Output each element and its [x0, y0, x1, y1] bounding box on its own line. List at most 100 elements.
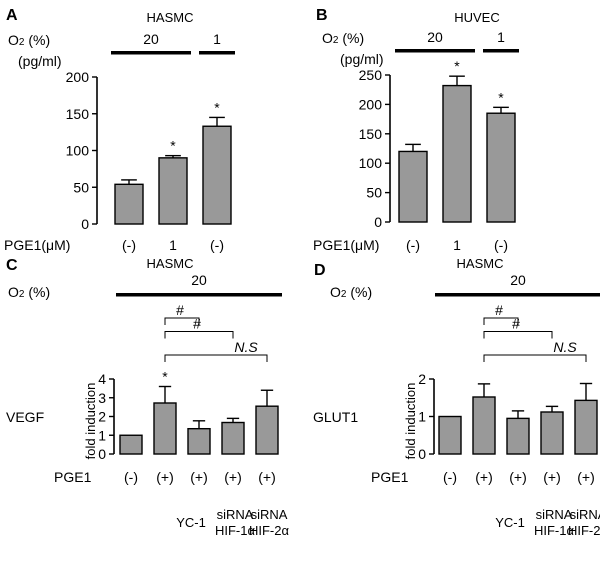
bar	[202, 125, 232, 225]
treatment-label: YC-1	[176, 515, 206, 530]
category-label: (-)	[124, 469, 138, 485]
y-tick-label: 0	[418, 446, 426, 462]
y-tick-label: 100	[359, 155, 383, 171]
o2-condition-label: 20	[191, 272, 207, 288]
bar	[442, 84, 472, 223]
x-axis-label: PGE1	[54, 469, 92, 485]
o2-condition-bar	[483, 49, 519, 53]
comparison-label: N.S	[553, 339, 577, 355]
panel-letter: C	[6, 257, 18, 274]
o2-condition-bar	[435, 293, 600, 297]
category-label: 1	[453, 237, 461, 253]
panel-letter: D	[314, 262, 326, 279]
o2-condition-bar	[111, 51, 191, 55]
bar	[486, 112, 516, 223]
panel-title: HASMC	[457, 256, 504, 271]
comparison-label: #	[193, 316, 201, 332]
o2-condition-label: 20	[510, 272, 526, 288]
o2-condition-label: 1	[213, 31, 221, 47]
y-tick-label: 1	[98, 427, 106, 443]
bar	[506, 417, 530, 455]
category-label: (-)	[494, 237, 508, 253]
category-label: (-)	[443, 469, 457, 485]
y-axis-label: (pg/ml)	[340, 51, 384, 67]
category-label: (+)	[156, 469, 174, 485]
panel-title: HASMC	[147, 10, 194, 25]
o2-condition-bar	[395, 49, 475, 53]
y-axis-label: (pg/ml)	[18, 53, 62, 69]
category-label: (+)	[509, 469, 527, 485]
significance-star: *	[170, 138, 176, 154]
treatment-label: HIF-2α	[568, 523, 600, 538]
panel-b: B HUVEC O2 (%) 20 1 (pg/ml) 0 50 100 150 200 250 (-)…	[313, 7, 519, 253]
y-tick-label: 1	[418, 409, 426, 425]
comparison-bracket	[164, 317, 200, 325]
row-label: VEGF	[6, 409, 44, 425]
o2-condition-label: 20	[427, 29, 443, 45]
bar	[119, 434, 143, 455]
significance-star: *	[214, 99, 220, 115]
comparison-bracket	[164, 354, 268, 362]
x-axis-label: PGE1(μM)	[313, 237, 379, 253]
y-tick-label: 150	[359, 126, 383, 142]
category-label: 1	[169, 237, 177, 253]
treatment-label: YC-1	[495, 515, 525, 530]
o2-condition-label: 20	[143, 31, 159, 47]
y-tick-label: 200	[66, 69, 90, 85]
y-tick-label: 2	[418, 371, 426, 387]
y-tick-label: 200	[359, 96, 383, 112]
comparison-label: #	[176, 302, 184, 318]
comparison-label: #	[512, 316, 520, 332]
treatment-label: siRNA	[570, 507, 600, 522]
y-tick-label: 50	[73, 179, 89, 195]
panel-c: C HASMC O2 (%) 20 fold induction VEGF 0 1 2 3 4 (-)…	[6, 256, 289, 538]
y-axis-label: fold induction	[83, 383, 98, 460]
comparison-bracket	[164, 331, 234, 339]
category-label: (+)	[258, 469, 276, 485]
treatment-label: siRNA	[536, 507, 573, 522]
y-tick-label: 0	[98, 446, 106, 462]
category-label: (-)	[210, 237, 224, 253]
o2-label: O2 (%)	[330, 284, 372, 300]
y-tick-label: 4	[98, 371, 106, 387]
y-tick-label: 0	[81, 216, 89, 232]
category-label: (+)	[543, 469, 561, 485]
y-tick-label: 150	[66, 106, 90, 122]
category-label: (+)	[475, 469, 493, 485]
o2-label: O2 (%)	[8, 284, 50, 300]
bar	[221, 421, 245, 455]
bar	[438, 415, 462, 455]
category-label: (-)	[406, 237, 420, 253]
panel-letter: A	[6, 7, 18, 24]
y-tick-label: 2	[98, 409, 106, 425]
comparison-bracket	[483, 331, 553, 339]
y-tick-label: 3	[98, 390, 106, 406]
row-label: GLUT1	[313, 409, 358, 425]
comparison-label: #	[495, 302, 503, 318]
bar	[540, 411, 564, 455]
comparison-label: N.S	[234, 339, 258, 355]
y-tick-label: 100	[66, 143, 90, 159]
x-axis-label: PGE1	[371, 469, 409, 485]
o2-condition-bar	[199, 51, 235, 55]
significance-star: *	[162, 369, 168, 385]
category-label: (+)	[577, 469, 595, 485]
bar	[472, 396, 496, 455]
bar	[187, 427, 211, 455]
o2-label: O2 (%)	[322, 30, 364, 46]
y-axis-label: fold induction	[403, 383, 418, 460]
bar	[153, 402, 177, 455]
comparison-bracket	[483, 354, 587, 362]
x-axis-label: PGE1(μM)	[4, 237, 70, 253]
treatment-label: HIF-1α	[534, 523, 575, 538]
bar	[398, 150, 428, 223]
y-tick-label: 0	[374, 214, 382, 230]
category-label: (-)	[122, 237, 136, 253]
bar	[114, 183, 144, 225]
treatment-label: siRNA	[251, 507, 288, 522]
significance-star: *	[498, 89, 504, 105]
panel-title: HUVEC	[454, 10, 500, 25]
category-label: (+)	[190, 469, 208, 485]
treatment-label: HIF-1α	[215, 523, 256, 538]
